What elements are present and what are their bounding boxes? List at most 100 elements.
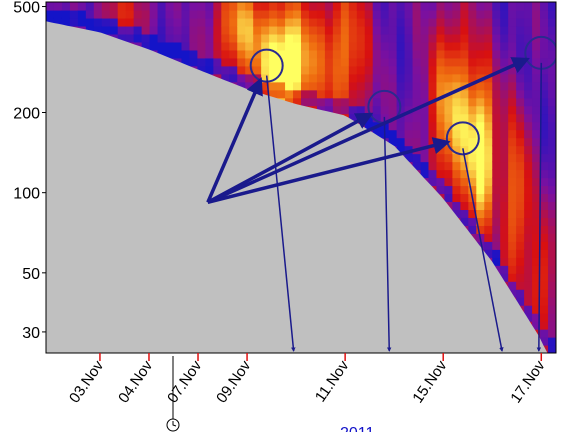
heatmap-cell [468,57,477,67]
heatmap-cell [308,9,318,19]
heatmap-cell [428,89,438,99]
heatmap-cell [117,25,127,35]
heatmap-cell [149,41,159,51]
heatmap-cell [548,65,556,75]
heatmap-cell [468,89,477,99]
heatmap-cell [412,137,422,147]
heatmap-cell [492,89,501,99]
heatmap-cell [420,89,430,99]
heatmap-cell [53,17,63,27]
heatmap-cell [181,41,191,51]
heatmap-cell [221,57,230,67]
heatmap-cell [245,49,254,59]
annotation-arrow [206,112,374,204]
heatmap-cell [436,57,446,67]
heatmap-cell [404,129,414,139]
heatmap-cell [460,49,469,59]
heatmap-cell [372,81,382,91]
heatmap-cell [444,65,454,75]
heatmap-cell [245,65,254,75]
heatmap-cell [340,25,350,35]
heatmap-cell [492,49,501,59]
y-axis: 500 200 100 50 30 [13,0,46,342]
heatmap-cell [340,65,350,75]
heatmap-cell [460,73,469,83]
heatmap-cell [404,25,414,35]
heatmap-cell [548,273,556,282]
heatmap-cell [460,129,469,139]
heatmap-cell [444,201,454,211]
heatmap-cell [492,57,501,67]
heatmap-cell [420,9,430,19]
heatmap-cell [452,81,461,91]
heatmap-cell [101,25,111,35]
heatmap-cell [356,41,366,51]
heatmap-cell [301,49,310,59]
heatmap-cell [261,33,270,43]
heatmap-cell [364,9,374,19]
heatmap-cell [492,113,501,123]
heatmap-cell [340,17,350,27]
heatmap-cell [404,57,414,67]
heatmap-cell [285,33,294,43]
heatmap-cell [532,193,541,203]
heatmap-cell [308,97,318,107]
heatmap-cell [476,17,485,27]
heatmap-cell [428,57,438,67]
heatmap-cell [524,185,533,195]
heatmap-cell [308,81,318,91]
heatmap-cell [524,169,533,179]
heatmap-cell [404,145,414,155]
heatmap-cell [460,217,469,226]
heatmap-cell [428,161,438,171]
heatmap-cell [468,65,477,75]
heatmap-cell [205,57,214,67]
heatmap-cell [460,57,469,67]
heatmap-cell [412,81,422,91]
heatmap-cell [285,9,294,19]
heatmap-cell [508,113,517,123]
heatmap-cell [253,41,262,51]
heatmap-cell [484,41,493,51]
heatmap-cell [516,249,525,258]
heatmap-cell [420,25,430,35]
heatmap-cell [484,89,493,99]
heatmap-cell [396,49,406,59]
heatmap-cell [540,169,549,179]
heatmap-cell [444,73,454,83]
heatmap-cell [308,49,318,59]
heatmap-cell [476,65,485,75]
heatmap-cell [548,97,556,107]
heatmap-cell [436,145,446,155]
heatmap-cell [332,81,342,91]
heatmap-cell [181,2,191,11]
heatmap-cell [301,41,310,51]
heatmap-cell [189,57,199,67]
heatmap-cell [484,121,493,131]
heatmap-cell [77,17,87,27]
heatmap-cell [301,17,310,27]
heatmap-cell [420,41,430,51]
heatmap-cell [540,73,549,83]
heatmap-cell [404,17,414,27]
heatmap-cell [205,49,214,59]
heatmap-cell [548,257,556,266]
heatmap-cell [444,25,454,35]
date-arrow [265,75,296,352]
heatmap-cell [404,97,414,107]
heatmap-cell [548,321,556,330]
heatmap-cell [476,97,485,107]
heatmap-cell [301,65,310,75]
heatmap-cell [396,145,406,155]
heatmap-cell [229,33,238,43]
heatmap-cell [508,17,517,27]
heatmap-cell [500,57,509,67]
heatmap-cell [460,161,469,171]
heatmap-cell [492,249,501,258]
heatmap-cell [165,49,175,59]
heatmap-cell [269,25,278,35]
heatmap-cell [165,2,175,11]
heatmap-cell [540,121,549,131]
heatmap-cell [476,185,485,195]
